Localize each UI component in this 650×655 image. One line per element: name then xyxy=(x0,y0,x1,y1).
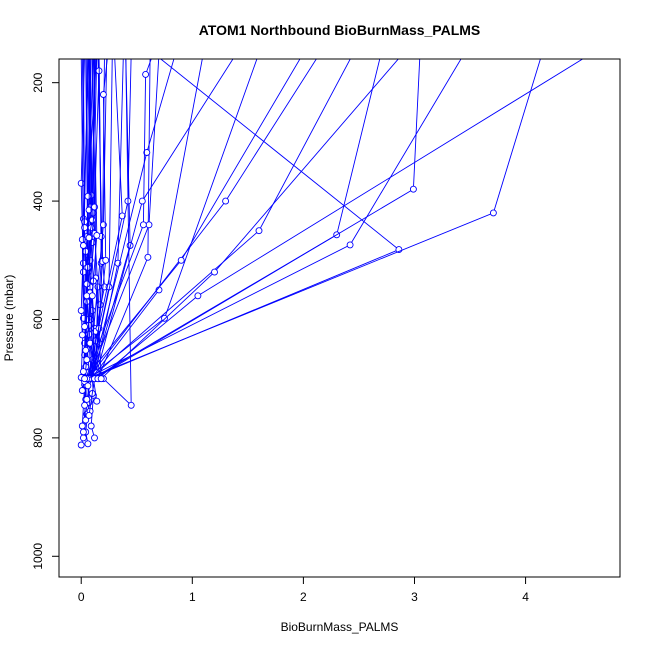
x-axis: 0 1 2 3 4 xyxy=(78,576,529,604)
data-point xyxy=(81,323,89,331)
data-point xyxy=(88,292,96,300)
data-point xyxy=(84,440,92,448)
data-point xyxy=(93,231,101,239)
data-point xyxy=(81,224,89,232)
y-tick-label: 1000 xyxy=(31,543,45,570)
x-tick-label: 0 xyxy=(78,590,85,604)
data-point xyxy=(78,236,86,244)
y-tick-label: 800 xyxy=(31,428,45,448)
data-point xyxy=(161,314,168,322)
data-point xyxy=(194,292,202,300)
plot-data-layer xyxy=(77,59,584,449)
x-tick-label: 1 xyxy=(189,590,196,604)
data-point xyxy=(83,280,91,288)
data-point xyxy=(84,382,92,390)
x-tick-label: 2 xyxy=(300,590,307,604)
y-axis: 200 400 600 800 1000 xyxy=(31,72,60,570)
data-point xyxy=(79,368,87,376)
data-point xyxy=(81,401,89,409)
data-point xyxy=(142,70,150,78)
series-line-profile-26 xyxy=(98,59,105,379)
data-point xyxy=(78,422,86,430)
data-point xyxy=(83,395,91,403)
data-point xyxy=(87,422,95,430)
data-point xyxy=(91,434,98,442)
data-point xyxy=(82,416,90,424)
data-point xyxy=(82,346,90,354)
data-point xyxy=(85,411,93,419)
data-point xyxy=(84,192,92,200)
x-axis-label: BioBurnMass_PALMS xyxy=(281,620,399,634)
data-point xyxy=(102,256,110,264)
series-line-profile-27 xyxy=(91,59,98,379)
data-point xyxy=(77,307,85,315)
series-line-profile-39 xyxy=(85,59,152,379)
series-line-profile-21 xyxy=(80,59,84,335)
series-line-profile-23 xyxy=(86,59,93,285)
data-point xyxy=(127,401,135,409)
data-point xyxy=(79,242,87,249)
data-point xyxy=(97,375,105,383)
x-tick-label: 4 xyxy=(522,590,529,604)
chart-title: ATOM1 Northbound BioBurnMass_PALMS xyxy=(199,22,481,38)
data-point xyxy=(79,434,87,442)
x-tick-label: 3 xyxy=(411,590,418,604)
data-point xyxy=(144,253,152,261)
y-tick-label: 600 xyxy=(31,309,45,329)
data-point xyxy=(93,397,101,405)
data-point xyxy=(99,91,107,98)
data-point xyxy=(86,339,94,347)
data-point xyxy=(77,441,85,449)
data-point xyxy=(78,331,86,339)
data-point xyxy=(85,234,93,242)
data-point xyxy=(255,227,263,235)
data-point xyxy=(346,241,354,249)
data-point xyxy=(222,197,230,205)
y-tick-label: 400 xyxy=(31,191,45,211)
data-point xyxy=(139,221,147,229)
data-point xyxy=(409,185,417,193)
series-line-profile-30 xyxy=(92,59,108,379)
data-point xyxy=(77,179,85,187)
data-point xyxy=(79,428,87,436)
y-axis-label: Pressure (mbar) xyxy=(2,275,16,362)
data-point xyxy=(143,149,151,156)
data-point xyxy=(83,356,91,364)
data-point xyxy=(81,375,89,383)
y-tick-label: 200 xyxy=(31,72,45,92)
data-point xyxy=(88,216,96,224)
data-point xyxy=(145,221,153,229)
data-point xyxy=(211,268,218,276)
data-point xyxy=(177,256,185,264)
data-point xyxy=(489,209,497,217)
data-point xyxy=(138,197,146,205)
data-point xyxy=(78,387,86,394)
